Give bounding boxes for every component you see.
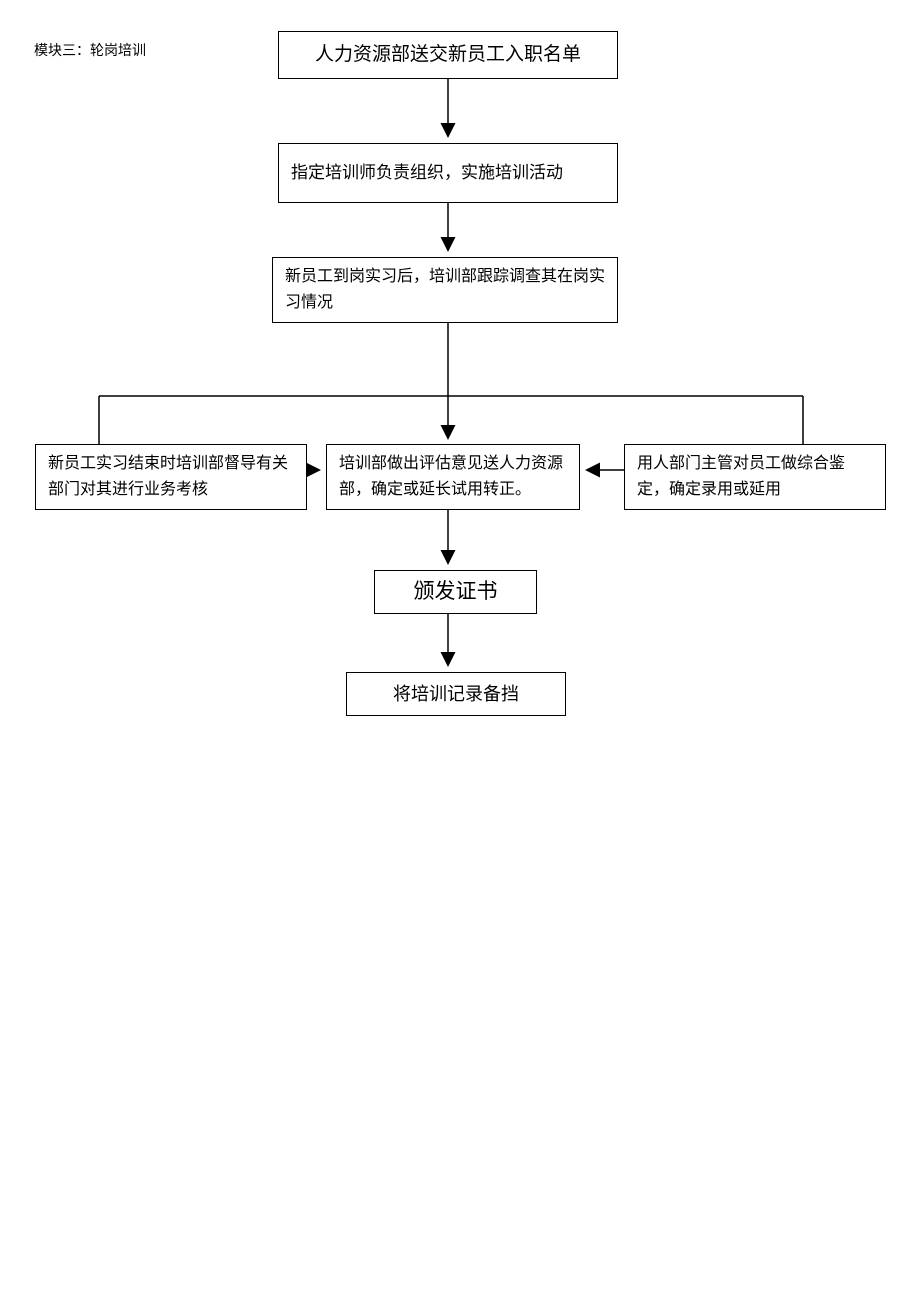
flowchart-node-n6: 用人部门主管对员工做综合鉴定，确定录用或延用 <box>624 444 886 510</box>
flowchart-node-n8: 将培训记录备挡 <box>346 672 566 716</box>
flowchart-node-n1: 人力资源部送交新员工入职名单 <box>278 31 618 79</box>
flowchart-node-n2: 指定培训师负责组织，实施培训活动 <box>278 143 618 203</box>
flowchart-node-n5: 培训部做出评估意见送人力资源部，确定或延长试用转正。 <box>326 444 580 510</box>
flowchart-node-n4: 新员工实习结束时培训部督导有关部门对其进行业务考核 <box>35 444 307 510</box>
flowchart-node-n3: 新员工到岗实习后，培训部跟踪调查其在岗实习情况 <box>272 257 618 323</box>
flowchart-node-n7: 颁发证书 <box>374 570 537 614</box>
page-title: 模块三：轮岗培训 <box>34 40 146 60</box>
